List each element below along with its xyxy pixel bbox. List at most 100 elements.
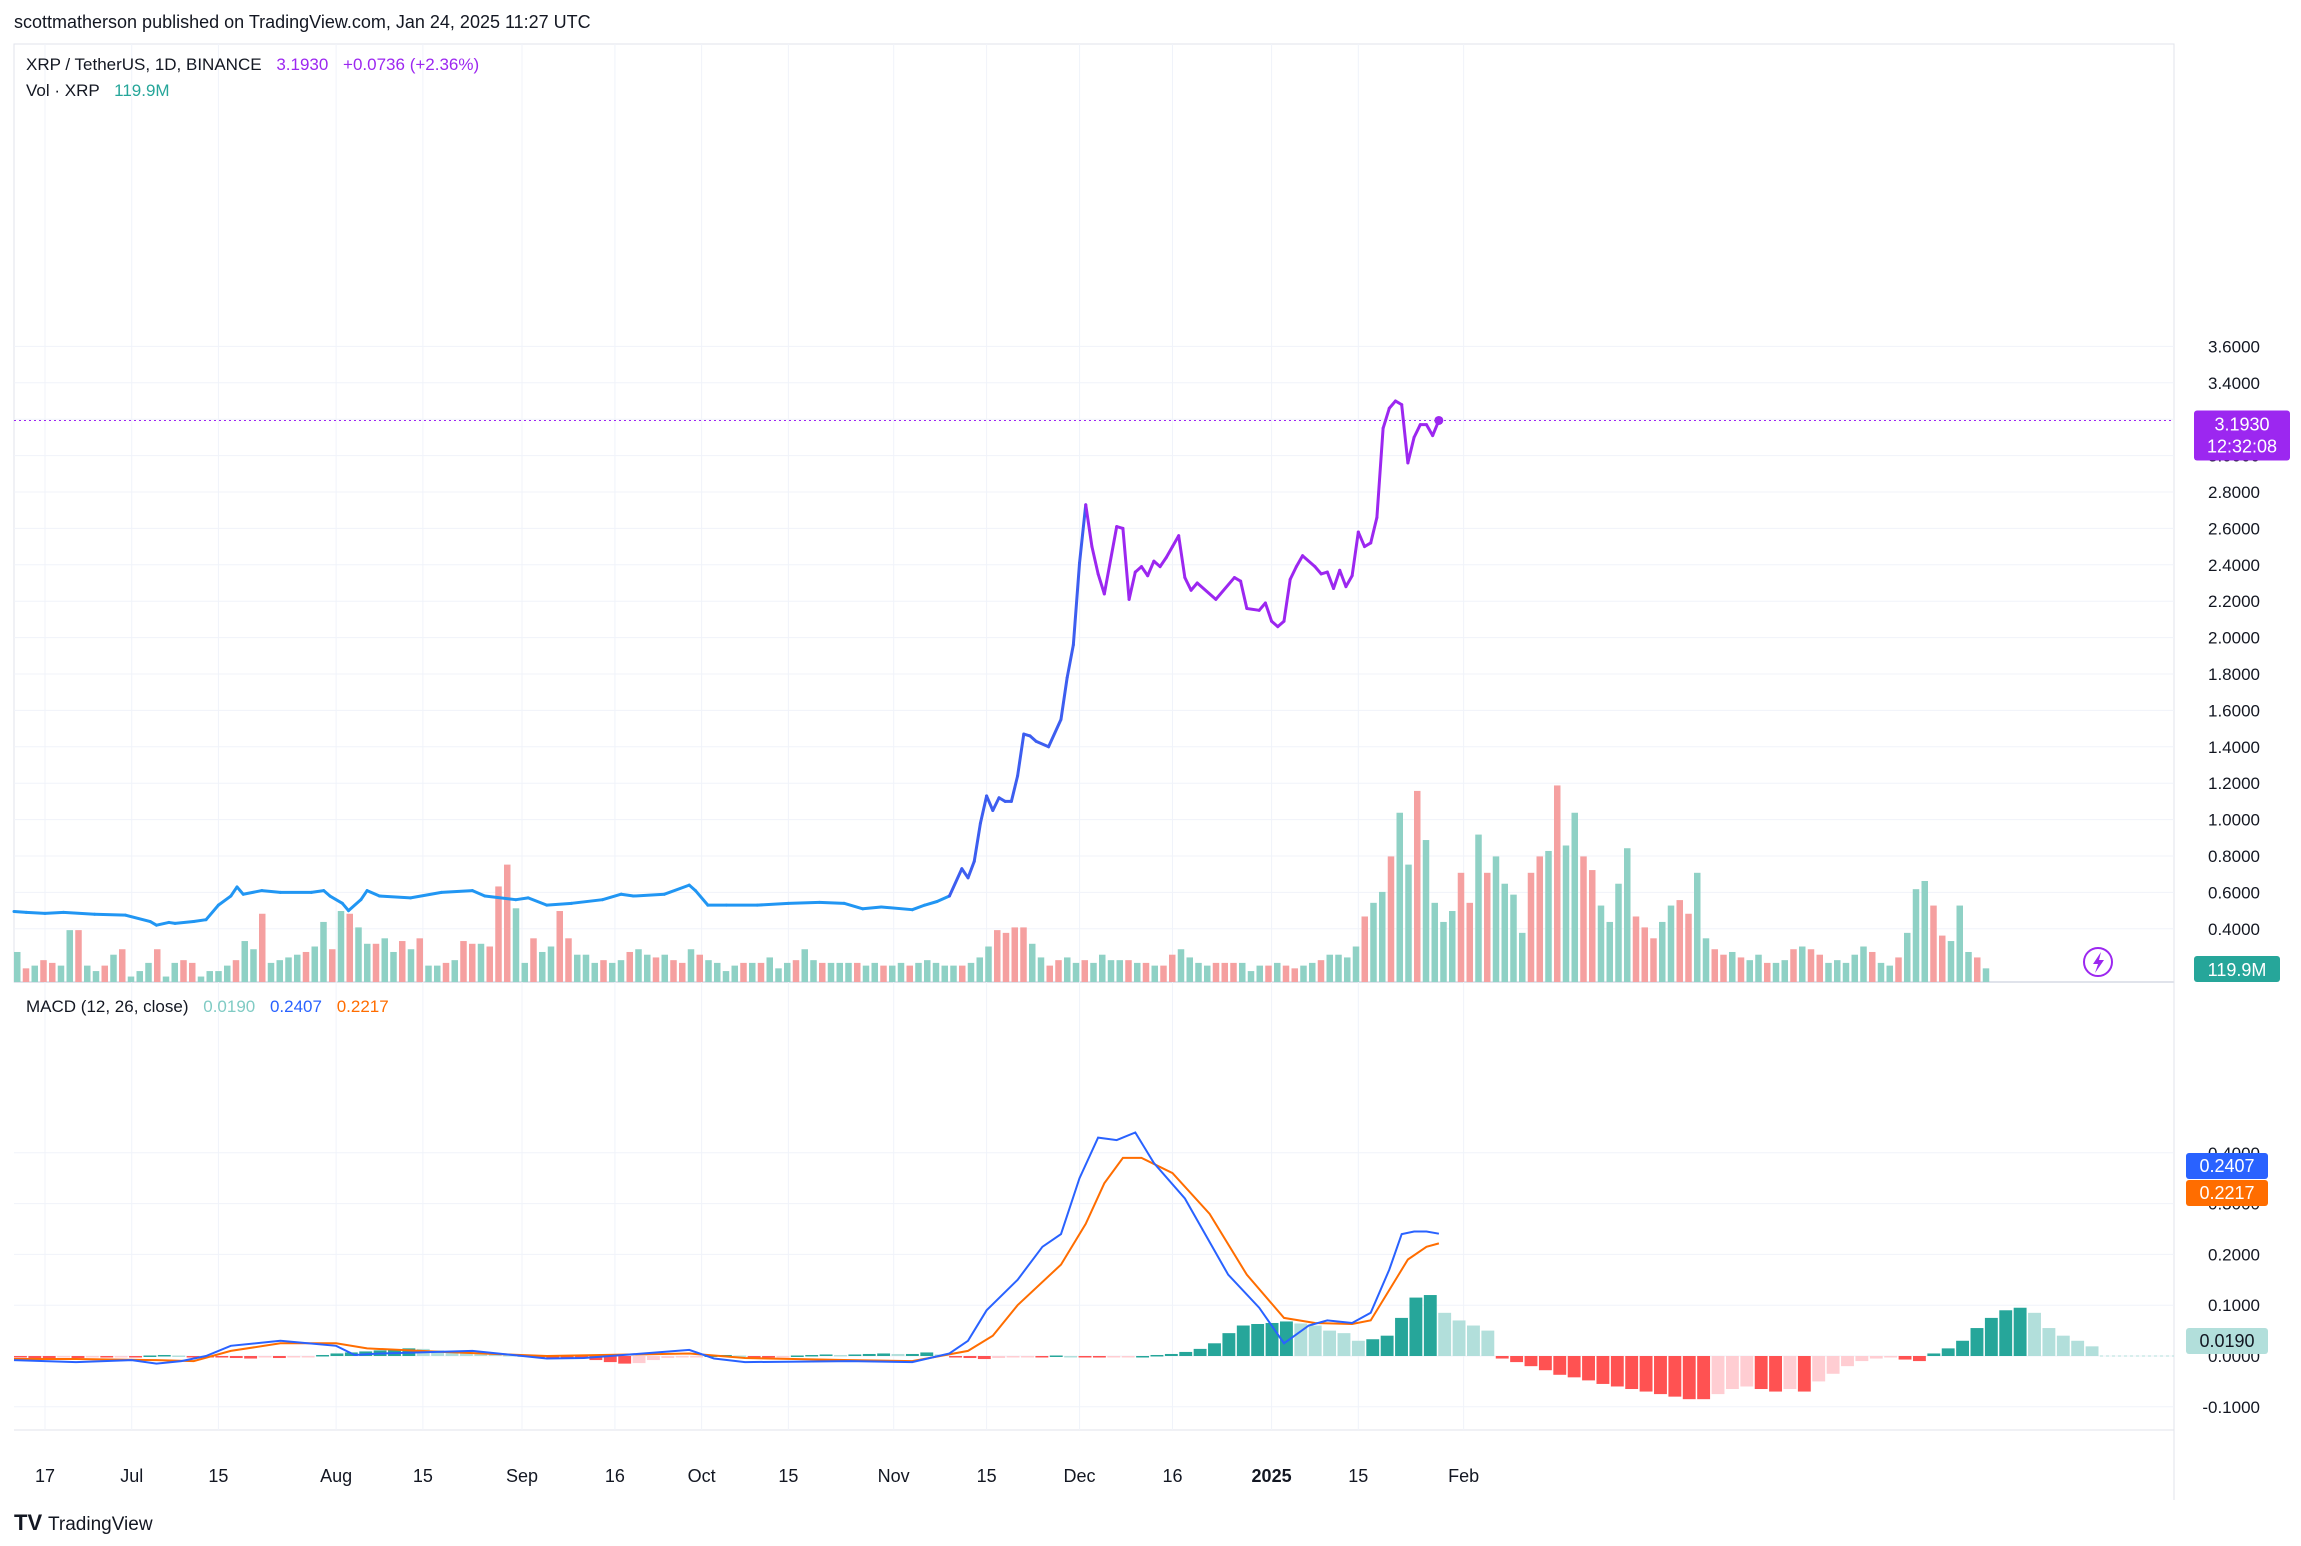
symbol-legend[interactable]: XRP / TetherUS, 1D, BINANCE 3.1930 +0.07… bbox=[26, 55, 479, 74]
volume-bar bbox=[1667, 905, 1675, 982]
price-line-segment bbox=[1047, 718, 1063, 749]
price-tick-label: 1.2000 bbox=[2208, 774, 2260, 793]
volume-legend-value: 119.9M bbox=[114, 81, 169, 100]
volume-bar bbox=[617, 960, 625, 982]
macd-histogram-bar bbox=[1884, 1356, 1898, 1358]
volume-bar bbox=[1317, 960, 1325, 982]
tradingview-logo-mark: TV bbox=[14, 1510, 42, 1535]
macd-histogram-bar bbox=[129, 1356, 142, 1358]
macd-histogram-bar bbox=[819, 1354, 833, 1356]
tradingview-brand: TradingView bbox=[48, 1514, 153, 1535]
macd-histogram-bar bbox=[1754, 1356, 1768, 1390]
macd-histogram-bar bbox=[1912, 1356, 1926, 1362]
price-line-segment bbox=[173, 920, 196, 925]
volume-bar bbox=[1064, 957, 1071, 982]
macd-histogram-bar bbox=[1294, 1323, 1308, 1356]
macd-histogram-bar bbox=[1797, 1356, 1811, 1392]
price-line-segment bbox=[991, 796, 1001, 812]
price-line-segment bbox=[1139, 565, 1150, 578]
macd-histogram-bar bbox=[1495, 1356, 1509, 1359]
price-line-segment bbox=[192, 918, 208, 924]
volume-bar bbox=[845, 962, 852, 982]
tradingview-logo[interactable]: TV TradingView bbox=[14, 1510, 153, 1535]
macd-tick-label: -0.1000 bbox=[2202, 1398, 2260, 1417]
price-line-segment bbox=[1338, 568, 1348, 589]
volume-bar bbox=[49, 962, 56, 982]
macd-histogram-bar bbox=[1467, 1325, 1480, 1356]
macd-legend[interactable]: MACD (12, 26, close) 0.0190 0.2407 0.221… bbox=[26, 997, 389, 1016]
price-line-segment bbox=[1214, 576, 1236, 601]
price-line-segment bbox=[93, 912, 128, 917]
volume-bar bbox=[854, 962, 861, 982]
price-tick-label: 2.2000 bbox=[2208, 592, 2260, 611]
time-axis[interactable]: 17 Jul 15 Aug 15 Sep 16 Oct 15 Nov 15 Dec 16 2025 15 Fe… bbox=[35, 1466, 1479, 1486]
macd-histogram-bar bbox=[1308, 1325, 1322, 1356]
volume-bar bbox=[626, 951, 633, 982]
price-badge-value: 3.1930 bbox=[2214, 414, 2269, 434]
macd-histogram-bar bbox=[747, 1356, 761, 1358]
volume-bar bbox=[1151, 965, 1158, 982]
volume-bar bbox=[1037, 957, 1045, 982]
price-line-segment bbox=[923, 900, 939, 907]
price-line-segment bbox=[62, 910, 97, 916]
volume-bar bbox=[609, 962, 616, 982]
price-tick-label: 1.6000 bbox=[2208, 701, 2260, 720]
volume-bar bbox=[1834, 960, 1841, 982]
macd-histogram-bar bbox=[1049, 1355, 1063, 1357]
macd-histogram-bar bbox=[1323, 1330, 1337, 1356]
macd-histogram-bar bbox=[1524, 1356, 1538, 1367]
volume-bar bbox=[1291, 968, 1298, 982]
price-line-segment bbox=[947, 867, 964, 898]
time-tick-label: 2025 bbox=[1252, 1466, 1292, 1486]
macd-legend-line: 0.2407 bbox=[270, 997, 322, 1016]
price-tick-label: 0.4000 bbox=[2208, 920, 2260, 939]
price-tick-label: 1.0000 bbox=[2208, 811, 2260, 830]
macd-histogram-bar bbox=[1366, 1339, 1380, 1356]
lightning-icon[interactable] bbox=[2083, 947, 2113, 977]
price-line-segment bbox=[514, 896, 530, 902]
price-line-segment bbox=[1090, 545, 1100, 576]
volume-bar bbox=[1816, 954, 1823, 982]
volume-bar bbox=[355, 927, 362, 982]
time-tick-label: 16 bbox=[1162, 1466, 1182, 1486]
macd-histogram-bar bbox=[1639, 1356, 1653, 1392]
volume-bar bbox=[810, 960, 817, 982]
time-tick-label: Aug bbox=[320, 1466, 352, 1486]
volume-bar bbox=[941, 965, 948, 982]
macd-histogram-bar bbox=[790, 1355, 804, 1357]
volume-bar bbox=[1414, 790, 1421, 982]
macd-histogram-bar bbox=[2085, 1346, 2099, 1356]
volume-bar bbox=[1177, 949, 1185, 982]
macd-histogram-bar bbox=[1150, 1354, 1164, 1357]
volume-bar bbox=[722, 971, 730, 982]
volume-bar bbox=[1746, 960, 1753, 982]
macd-histogram-bar bbox=[287, 1356, 301, 1358]
volume-bar bbox=[399, 941, 406, 982]
macd-histogram-bar bbox=[1164, 1353, 1178, 1356]
volume-bar bbox=[1186, 957, 1193, 982]
price-line-segment bbox=[879, 905, 914, 912]
signal-badge-value: 0.2217 bbox=[2199, 1183, 2254, 1203]
price-line-segment bbox=[43, 910, 66, 915]
macd-histogram-bar bbox=[2042, 1328, 2056, 1356]
macd-histogram-bar bbox=[1438, 1312, 1452, 1356]
volume-bar bbox=[66, 930, 73, 982]
volume-bar bbox=[1020, 927, 1027, 982]
volume-bar bbox=[1274, 962, 1281, 982]
volume-bar bbox=[1545, 850, 1552, 982]
price-tick-label: 2.8000 bbox=[2208, 483, 2260, 502]
volume-bar bbox=[1685, 913, 1692, 982]
macd-histogram-bar bbox=[1582, 1356, 1595, 1381]
volume-bar bbox=[775, 968, 782, 982]
price-line-segment bbox=[601, 892, 623, 902]
price-badge: 3.1930 12:32:08 bbox=[2194, 410, 2290, 461]
price-line-segment bbox=[842, 901, 865, 911]
price-line-segment bbox=[1294, 554, 1305, 569]
price-line-segment bbox=[1350, 530, 1360, 578]
macd-tick-label: 0.2000 bbox=[2208, 1245, 2260, 1264]
macd-histogram-bar bbox=[85, 1356, 99, 1358]
volume-bar bbox=[162, 976, 170, 982]
volume-bar bbox=[451, 960, 458, 982]
volume-legend[interactable]: Vol · XRP 119.9M bbox=[26, 81, 170, 100]
